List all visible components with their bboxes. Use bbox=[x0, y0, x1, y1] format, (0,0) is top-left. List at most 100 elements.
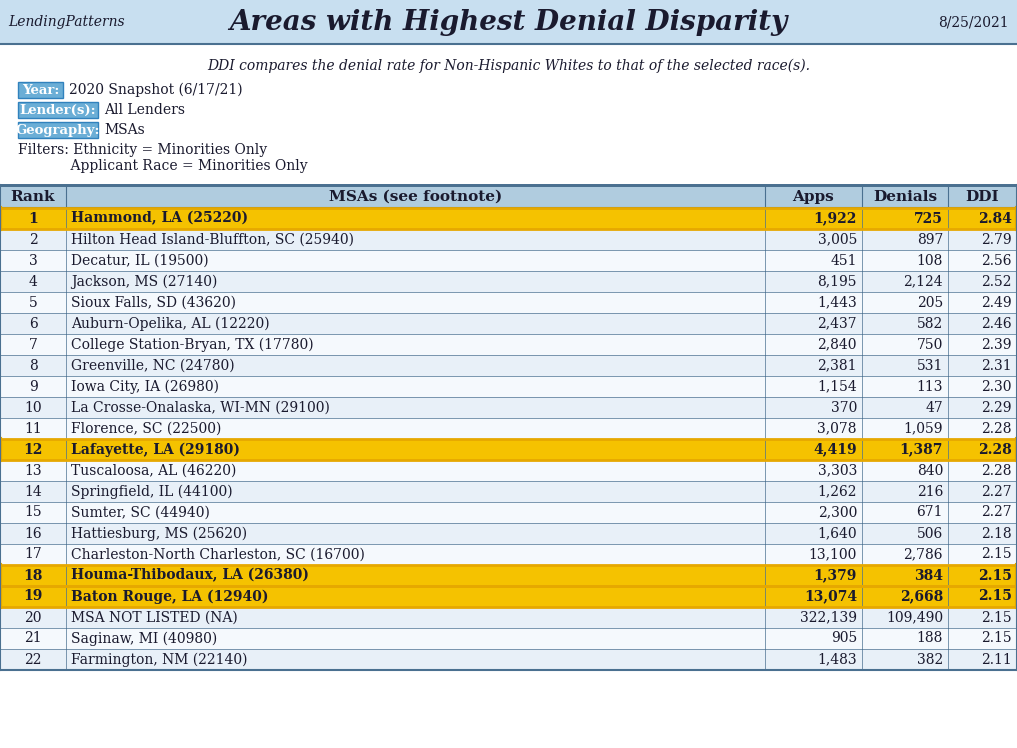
Text: 2.28: 2.28 bbox=[981, 464, 1012, 477]
Text: MSAs (see footnote): MSAs (see footnote) bbox=[328, 189, 502, 203]
Text: 9: 9 bbox=[28, 379, 38, 393]
Text: 109,490: 109,490 bbox=[886, 610, 943, 625]
Text: 2.28: 2.28 bbox=[981, 422, 1012, 435]
Text: 3: 3 bbox=[28, 254, 38, 268]
Text: Geography:: Geography: bbox=[15, 123, 101, 136]
Text: 5: 5 bbox=[28, 295, 38, 310]
Text: 2,840: 2,840 bbox=[818, 337, 857, 352]
Text: 1,922: 1,922 bbox=[814, 212, 857, 225]
Text: 108: 108 bbox=[916, 254, 943, 268]
Bar bbox=[0, 649, 1017, 670]
Bar bbox=[0, 355, 1017, 376]
Bar bbox=[0, 229, 1017, 250]
Text: 8,195: 8,195 bbox=[818, 275, 857, 289]
Text: Springfield, IL (44100): Springfield, IL (44100) bbox=[71, 484, 233, 499]
Text: 1,483: 1,483 bbox=[818, 652, 857, 666]
Text: 1,443: 1,443 bbox=[818, 295, 857, 310]
Text: Apps: Apps bbox=[792, 189, 834, 203]
Text: All Lenders: All Lenders bbox=[104, 103, 185, 117]
Bar bbox=[0, 250, 1017, 271]
Text: 8: 8 bbox=[28, 358, 38, 373]
Text: Hammond, LA (25220): Hammond, LA (25220) bbox=[71, 212, 248, 226]
Text: College Station-Bryan, TX (17780): College Station-Bryan, TX (17780) bbox=[71, 337, 313, 352]
Bar bbox=[0, 271, 1017, 292]
Text: La Crosse-Onalaska, WI-MN (29100): La Crosse-Onalaska, WI-MN (29100) bbox=[71, 400, 330, 414]
Text: Iowa City, IA (26980): Iowa City, IA (26980) bbox=[71, 379, 219, 393]
Text: 22: 22 bbox=[24, 652, 42, 666]
Text: Houma-Thibodaux, LA (26380): Houma-Thibodaux, LA (26380) bbox=[71, 568, 309, 583]
Text: 2.27: 2.27 bbox=[981, 506, 1012, 520]
Text: 2.11: 2.11 bbox=[981, 652, 1012, 666]
Text: Areas with Highest Denial Disparity: Areas with Highest Denial Disparity bbox=[230, 8, 787, 35]
Text: 3,078: 3,078 bbox=[818, 422, 857, 435]
Text: 15: 15 bbox=[24, 506, 42, 520]
Text: Year:: Year: bbox=[21, 84, 59, 96]
Text: 384: 384 bbox=[914, 568, 943, 583]
Text: LendingPatterns: LendingPatterns bbox=[8, 15, 125, 29]
Text: 2,786: 2,786 bbox=[903, 548, 943, 562]
Text: 1,154: 1,154 bbox=[818, 379, 857, 393]
Text: 8/25/2021: 8/25/2021 bbox=[939, 15, 1009, 29]
Bar bbox=[0, 607, 1017, 628]
Bar bbox=[18, 122, 98, 138]
Bar bbox=[0, 208, 1017, 229]
Bar bbox=[0, 523, 1017, 544]
Text: 188: 188 bbox=[916, 631, 943, 646]
Text: 451: 451 bbox=[831, 254, 857, 268]
Text: 4: 4 bbox=[28, 275, 38, 289]
Text: Denials: Denials bbox=[873, 189, 937, 203]
Text: 2.18: 2.18 bbox=[981, 527, 1012, 541]
Text: Jackson, MS (27140): Jackson, MS (27140) bbox=[71, 275, 218, 289]
Text: 2.84: 2.84 bbox=[978, 212, 1012, 225]
Text: Applicant Race = Minorities Only: Applicant Race = Minorities Only bbox=[18, 159, 307, 173]
Text: 4,419: 4,419 bbox=[814, 443, 857, 456]
Text: 2.15: 2.15 bbox=[978, 568, 1012, 583]
Bar bbox=[0, 439, 1017, 460]
Text: Auburn-Opelika, AL (12220): Auburn-Opelika, AL (12220) bbox=[71, 316, 270, 331]
Text: Farmington, NM (22140): Farmington, NM (22140) bbox=[71, 652, 247, 666]
Text: 1,262: 1,262 bbox=[818, 485, 857, 498]
Text: 1: 1 bbox=[28, 212, 38, 225]
Text: 582: 582 bbox=[916, 316, 943, 331]
Text: DDI compares the denial rate for Non-Hispanic Whites to that of the selected rac: DDI compares the denial rate for Non-His… bbox=[207, 59, 810, 73]
Text: 1,379: 1,379 bbox=[814, 568, 857, 583]
Text: 2.56: 2.56 bbox=[981, 254, 1012, 268]
Text: Lafayette, LA (29180): Lafayette, LA (29180) bbox=[71, 442, 240, 457]
Text: 2,381: 2,381 bbox=[818, 358, 857, 373]
Text: 13,074: 13,074 bbox=[803, 589, 857, 604]
Text: 19: 19 bbox=[23, 589, 43, 604]
Text: 1,640: 1,640 bbox=[818, 527, 857, 541]
Text: Saginaw, MI (40980): Saginaw, MI (40980) bbox=[71, 631, 218, 646]
Text: 2.52: 2.52 bbox=[981, 275, 1012, 289]
Text: Charleston-North Charleston, SC (16700): Charleston-North Charleston, SC (16700) bbox=[71, 548, 365, 562]
Text: DDI: DDI bbox=[966, 189, 1000, 203]
Text: 897: 897 bbox=[916, 233, 943, 247]
Text: 7: 7 bbox=[28, 337, 38, 352]
Text: 2.15: 2.15 bbox=[981, 610, 1012, 625]
Text: 1,059: 1,059 bbox=[903, 422, 943, 435]
Text: 2020 Snapshot (6/17/21): 2020 Snapshot (6/17/21) bbox=[69, 83, 243, 97]
Text: 113: 113 bbox=[916, 379, 943, 393]
Text: 2,668: 2,668 bbox=[900, 589, 943, 604]
Text: 2.28: 2.28 bbox=[978, 443, 1012, 456]
Text: Filters: Ethnicity = Minorities Only: Filters: Ethnicity = Minorities Only bbox=[18, 143, 267, 157]
Text: 370: 370 bbox=[831, 400, 857, 414]
Text: 1,387: 1,387 bbox=[900, 443, 943, 456]
Text: Tuscaloosa, AL (46220): Tuscaloosa, AL (46220) bbox=[71, 464, 236, 477]
Text: 2: 2 bbox=[28, 233, 38, 247]
Text: 2.15: 2.15 bbox=[978, 589, 1012, 604]
Text: 12: 12 bbox=[23, 443, 43, 456]
Text: 2.29: 2.29 bbox=[981, 400, 1012, 414]
Text: 2,124: 2,124 bbox=[903, 275, 943, 289]
Text: Lender(s):: Lender(s): bbox=[19, 103, 97, 117]
Text: 2.15: 2.15 bbox=[981, 631, 1012, 646]
Bar bbox=[0, 0, 1017, 44]
Text: 16: 16 bbox=[24, 527, 42, 541]
Bar bbox=[0, 418, 1017, 439]
Text: 725: 725 bbox=[914, 212, 943, 225]
Text: 750: 750 bbox=[916, 337, 943, 352]
Text: Rank: Rank bbox=[11, 189, 55, 203]
Text: 382: 382 bbox=[916, 652, 943, 666]
Text: 506: 506 bbox=[916, 527, 943, 541]
Text: 13: 13 bbox=[24, 464, 42, 477]
